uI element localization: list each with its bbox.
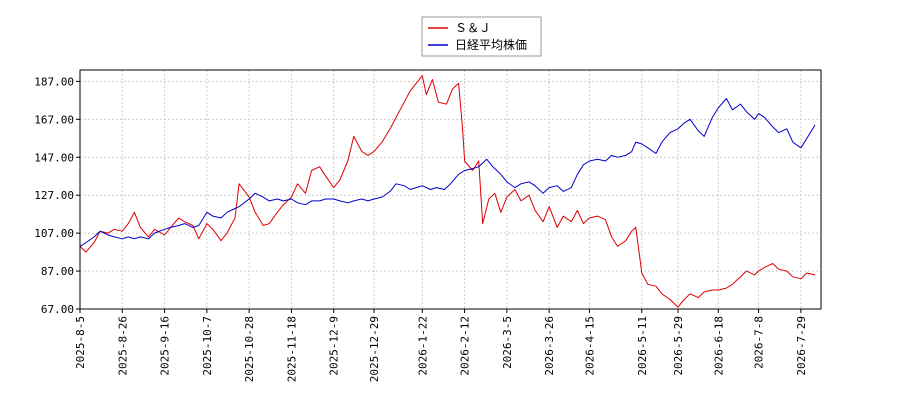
y-tick-label: 147.00 (34, 151, 74, 164)
y-tick-label: 167.00 (34, 113, 74, 126)
x-tick-label: 2025-10-28 (243, 316, 256, 382)
x-tick-label: 2025-10-7 (201, 316, 214, 376)
y-axis: 67.00 87.00 107.00 127.00 147.00 167.00 187.00 (34, 75, 80, 316)
x-axis: 2025-8-5 2025-8-26 2025-9-16 2025-10-7 2025-… (74, 309, 808, 382)
x-tick-label: 2026-5-11 (636, 316, 649, 376)
legend-label-sj: Ｓ＆Ｊ (455, 21, 491, 35)
x-tick-label: 2025-11-18 (285, 316, 298, 382)
x-tick-label: 2025-12-29 (368, 316, 381, 382)
series-line-1 (79, 98, 816, 247)
x-tick-label: 2026-4-15 (583, 316, 596, 376)
y-tick-label: 107.00 (34, 227, 74, 240)
x-tick-label: 2026-1-22 (416, 316, 429, 376)
x-tick-label: 2025-8-5 (74, 316, 87, 369)
y-tick-label: 127.00 (34, 189, 74, 202)
x-tick-label: 2026-7-8 (753, 316, 766, 369)
y-tick-label: 87.00 (41, 265, 74, 278)
y-tick-label: 187.00 (34, 75, 74, 88)
x-tick-label: 2026-5-29 (672, 316, 685, 376)
x-tick-label: 2026-6-18 (712, 316, 725, 376)
legend-label-nikkei: 日経平均株価 (455, 37, 527, 52)
series-layer (79, 75, 816, 308)
series-line-0 (79, 75, 816, 308)
plot-frame (79, 69, 822, 310)
x-tick-label: 2026-2-12 (459, 316, 472, 376)
x-tick-label: 2025-8-26 (116, 316, 129, 376)
x-tick-label: 2026-3-26 (543, 316, 556, 376)
legend: Ｓ＆Ｊ 日経平均株価 (421, 16, 542, 57)
x-tick-label: 2026-7-29 (795, 316, 808, 376)
legend-box (421, 16, 542, 57)
y-tick-label: 67.00 (41, 303, 74, 316)
x-tick-label: 2025-9-16 (159, 316, 172, 376)
x-tick-label: 2026-3-5 (501, 316, 514, 369)
x-tick-label: 2025-12-9 (328, 316, 341, 376)
